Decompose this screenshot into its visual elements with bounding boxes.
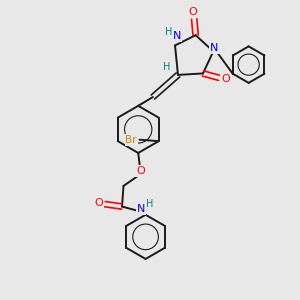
Text: Br: Br bbox=[125, 135, 137, 145]
Text: N: N bbox=[137, 205, 146, 214]
Text: H: H bbox=[165, 27, 172, 37]
Text: O: O bbox=[136, 166, 145, 176]
Text: N: N bbox=[210, 44, 219, 53]
Text: O: O bbox=[188, 8, 197, 17]
Text: N: N bbox=[173, 31, 181, 41]
Text: O: O bbox=[94, 198, 103, 208]
Text: O: O bbox=[221, 74, 230, 84]
Text: H: H bbox=[146, 200, 153, 209]
Text: H: H bbox=[163, 62, 170, 72]
